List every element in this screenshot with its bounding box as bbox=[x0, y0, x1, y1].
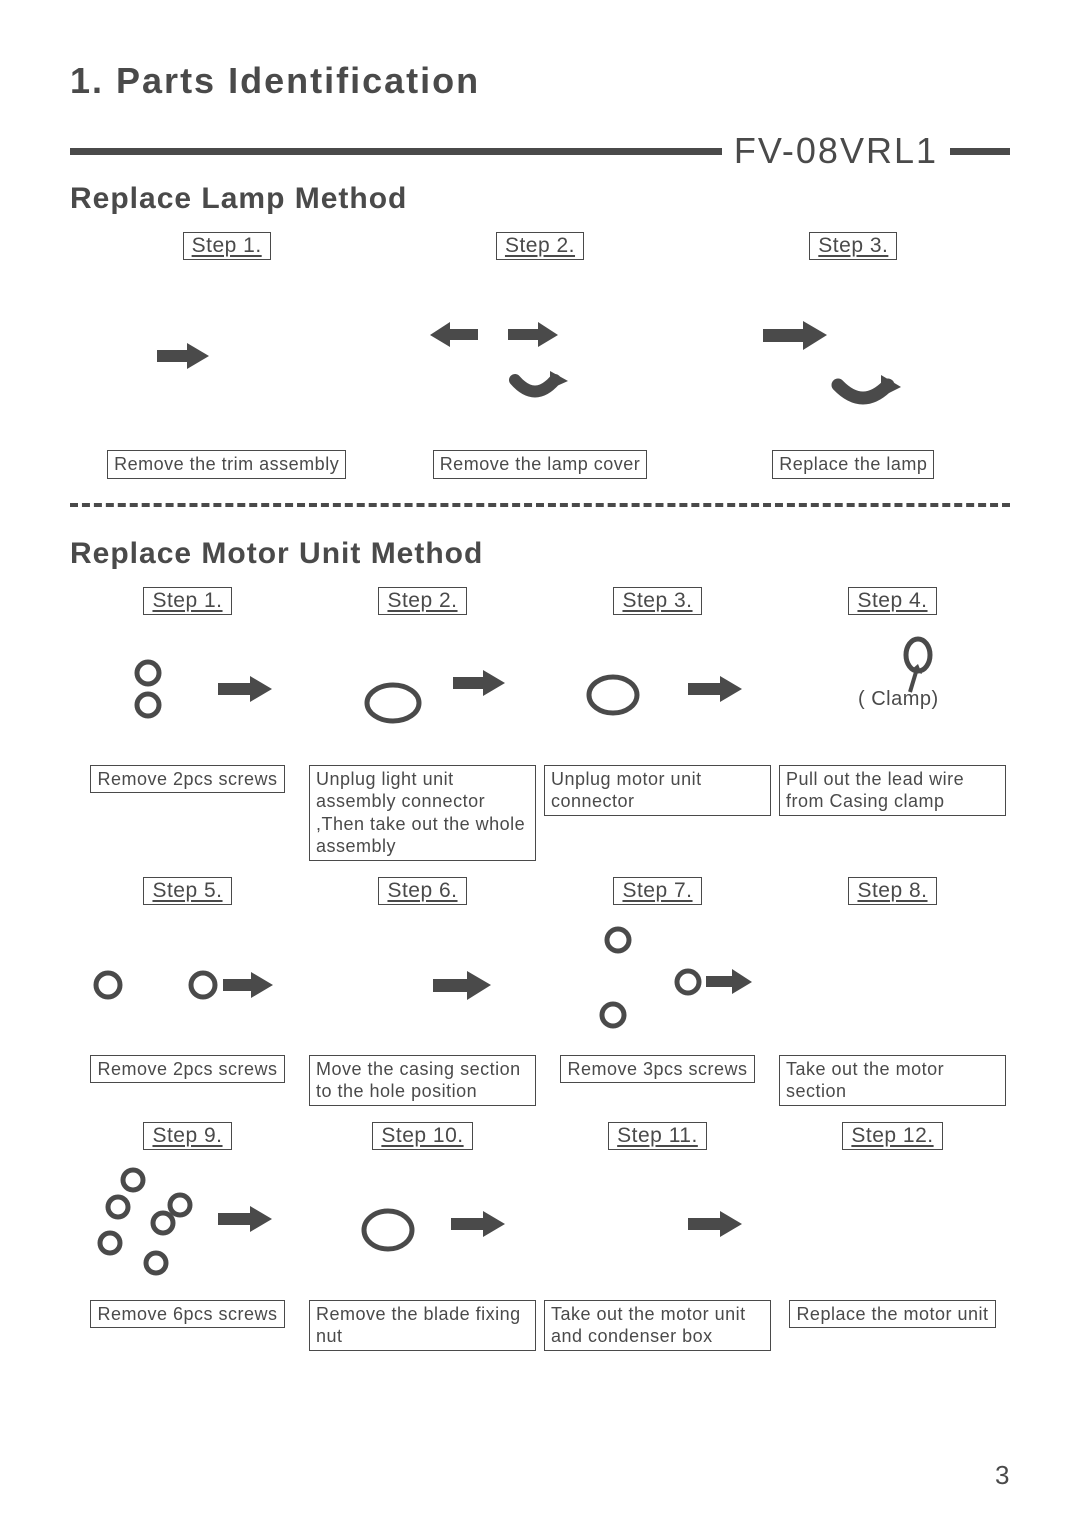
motor-illustration-11 bbox=[544, 1150, 771, 1300]
motor-grid: Step 1. Remove 2pcs screws Step 2. Unplu… bbox=[70, 581, 1010, 1361]
clamp-icon: ( Clamp) bbox=[788, 620, 998, 760]
step-caption: Remove 6pcs screws bbox=[90, 1300, 284, 1329]
motor-step-1: Step 1. Remove 2pcs screws bbox=[70, 581, 305, 871]
step-caption: Unplug light unit assembly connector ,Th… bbox=[309, 765, 536, 861]
lamp-illustration-1 bbox=[74, 260, 379, 450]
two-circles-arrow-icon bbox=[88, 625, 288, 755]
arrows-and-curve-icon bbox=[400, 285, 680, 425]
motor-illustration-3 bbox=[544, 615, 771, 765]
page-number: 3 bbox=[995, 1460, 1010, 1491]
motor-step-2: Step 2. Unplug light unit assembly conne… bbox=[305, 581, 540, 871]
motor-step-9: Step 9. Remove 6pcs screws bbox=[70, 1116, 305, 1361]
blank-icon bbox=[793, 1160, 993, 1290]
step-label: Step 1. bbox=[183, 232, 271, 260]
step-caption: Remove the lamp cover bbox=[433, 450, 648, 479]
step-label: Step 4. bbox=[848, 587, 936, 615]
ellipse-arrow-icon bbox=[323, 1160, 523, 1290]
step-caption: Remove 2pcs screws bbox=[90, 1055, 284, 1084]
step-label: Step 1. bbox=[143, 587, 231, 615]
lamp-heading: Replace Lamp Method bbox=[70, 182, 1010, 216]
motor-step-3: Step 3. Unplug motor unit connector bbox=[540, 581, 775, 871]
lamp-step-1: Step 1. Remove the trim assembly bbox=[70, 226, 383, 489]
ellipse-arrow-icon bbox=[558, 625, 758, 755]
motor-illustration-10 bbox=[309, 1150, 536, 1300]
dashed-divider bbox=[70, 503, 1010, 507]
clamp-label: ( Clamp) bbox=[858, 688, 939, 710]
model-code: FV-08VRL1 bbox=[734, 130, 938, 172]
arrow-right-icon bbox=[117, 295, 337, 415]
motor-illustration-5 bbox=[74, 905, 301, 1055]
motor-step-5: Step 5. Remove 2pcs screws bbox=[70, 871, 305, 1116]
step-label: Step 3. bbox=[613, 587, 701, 615]
step-label: Step 5. bbox=[143, 877, 231, 905]
rule-right bbox=[950, 148, 1010, 155]
motor-illustration-1 bbox=[74, 615, 301, 765]
step-caption: Take out the motor unit and condenser bo… bbox=[544, 1300, 771, 1351]
three-circles-arrow-icon bbox=[558, 910, 758, 1050]
step-label: Step 8. bbox=[848, 877, 936, 905]
motor-step-6: Step 6. Move the casing section to the h… bbox=[305, 871, 540, 1116]
lamp-grid: Step 1. Remove the trim assembly Step 2. bbox=[70, 226, 1010, 489]
blank-icon bbox=[793, 915, 993, 1045]
step-label: Step 7. bbox=[613, 877, 701, 905]
step-caption: Move the casing section to the hole posi… bbox=[309, 1055, 536, 1106]
motor-illustration-9 bbox=[74, 1150, 301, 1300]
step-caption: Pull out the lead wire from Casing clamp bbox=[779, 765, 1006, 816]
step-caption: Unplug motor unit connector bbox=[544, 765, 771, 816]
step-label: Step 9. bbox=[143, 1122, 231, 1150]
motor-illustration-6 bbox=[309, 905, 536, 1055]
step-caption: Replace the lamp bbox=[772, 450, 934, 479]
ellipse-arrow-icon bbox=[323, 625, 523, 755]
step-caption: Remove the trim assembly bbox=[107, 450, 346, 479]
step-label: Step 2. bbox=[378, 587, 466, 615]
step-label: Step 10. bbox=[372, 1122, 472, 1150]
motor-illustration-2 bbox=[309, 615, 536, 765]
motor-step-8: Step 8. Take out the motor section bbox=[775, 871, 1010, 1116]
step-label: Step 12. bbox=[842, 1122, 942, 1150]
step-caption: Take out the motor section bbox=[779, 1055, 1006, 1106]
motor-illustration-8 bbox=[779, 905, 1006, 1055]
step-label: Step 6. bbox=[378, 877, 466, 905]
lamp-illustration-2 bbox=[387, 260, 692, 450]
lamp-step-2: Step 2. Remove the lamp cover bbox=[383, 226, 696, 489]
model-row: FV-08VRL1 bbox=[70, 130, 1010, 172]
lamp-illustration-3 bbox=[701, 260, 1006, 450]
rule-left bbox=[70, 148, 722, 155]
step-caption: Remove 3pcs screws bbox=[560, 1055, 754, 1084]
motor-step-4: Step 4. ( Clamp) Pull out the lead wire … bbox=[775, 581, 1010, 871]
motor-step-12: Step 12. Replace the motor unit bbox=[775, 1116, 1010, 1361]
two-circles-arrow-icon bbox=[88, 915, 288, 1045]
lamp-step-3: Step 3. Replace the lamp bbox=[697, 226, 1010, 489]
arrow-right-icon bbox=[323, 915, 523, 1045]
six-circles-arrow-icon bbox=[88, 1155, 288, 1295]
step-label: Step 11. bbox=[608, 1122, 707, 1150]
motor-illustration-7 bbox=[544, 905, 771, 1055]
motor-illustration-12 bbox=[779, 1150, 1006, 1300]
arrow-right-icon bbox=[558, 1160, 758, 1290]
motor-step-11: Step 11. Take out the motor unit and con… bbox=[540, 1116, 775, 1361]
motor-heading: Replace Motor Unit Method bbox=[70, 537, 1010, 571]
step-label: Step 3. bbox=[809, 232, 897, 260]
motor-step-10: Step 10. Remove the blade fixing nut bbox=[305, 1116, 540, 1361]
motor-step-7: Step 7. Remove 3pcs screws bbox=[540, 871, 775, 1116]
step-caption: Remove 2pcs screws bbox=[90, 765, 284, 794]
motor-illustration-4: ( Clamp) bbox=[779, 615, 1006, 765]
step-label: Step 2. bbox=[496, 232, 584, 260]
page-title: 1. Parts Identification bbox=[70, 60, 1010, 102]
arrow-curve-icon bbox=[723, 285, 983, 425]
step-caption: Replace the motor unit bbox=[789, 1300, 995, 1329]
step-caption: Remove the blade fixing nut bbox=[309, 1300, 536, 1351]
